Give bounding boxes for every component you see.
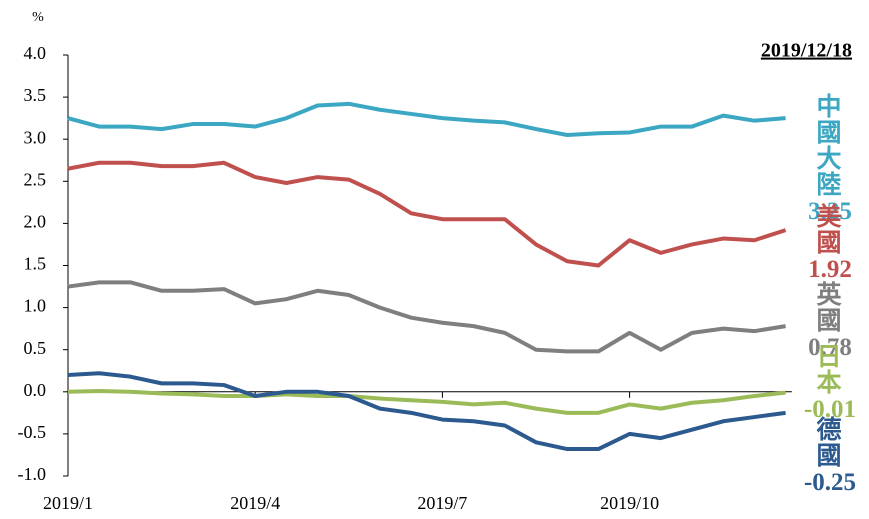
last-value: 1.92 [808,256,852,283]
series-label: 德國 -0.25 [800,418,860,496]
last-value: 3.25 [808,198,852,225]
y-tick-label: 2.0 [24,212,47,232]
last-value: -0.01 [803,396,857,423]
series-label: 英國 0.78 [800,283,860,361]
series-line [67,101,786,137]
date-label: 2019/12/18 [761,40,852,62]
series-name: 德國 [816,417,844,470]
y-tick-label: 0.0 [24,380,47,400]
x-tick-label: 2019/1 [43,493,93,513]
series-line [67,160,787,268]
y-tick-label: -0.5 [18,422,47,442]
last-value: 0.78 [808,334,852,361]
x-tick-label: 2019/4 [230,493,280,513]
y-tick-label: 2.5 [24,169,47,189]
y-tick-label: -1.0 [18,464,47,484]
x-tick-label: 2019/7 [417,493,467,513]
y-tick-label: 1.5 [24,254,47,274]
y-tick-label: 3.5 [24,85,47,105]
series-label: 美國 1.92 [800,205,860,283]
x-tick-label: 2019/10 [600,493,659,513]
y-tick-label: 1.0 [24,296,47,316]
series-name: 中國大陸 [816,94,844,199]
series-name: 英國 [816,282,844,335]
series-line [67,280,786,354]
series-label: 中國大陸 3.25 [800,95,860,225]
series-name: 日本 [816,344,844,397]
y-unit: % [32,10,44,25]
y-tick-label: 3.0 [24,127,47,147]
y-tick-label: 4.0 [24,43,47,63]
series-line [67,388,786,415]
y-tick-label: 0.5 [24,338,47,358]
last-value: -0.25 [803,469,857,496]
series-line [67,371,786,452]
series-label: 日本 -0.01 [800,345,860,423]
series-name: 美國 [816,204,844,257]
